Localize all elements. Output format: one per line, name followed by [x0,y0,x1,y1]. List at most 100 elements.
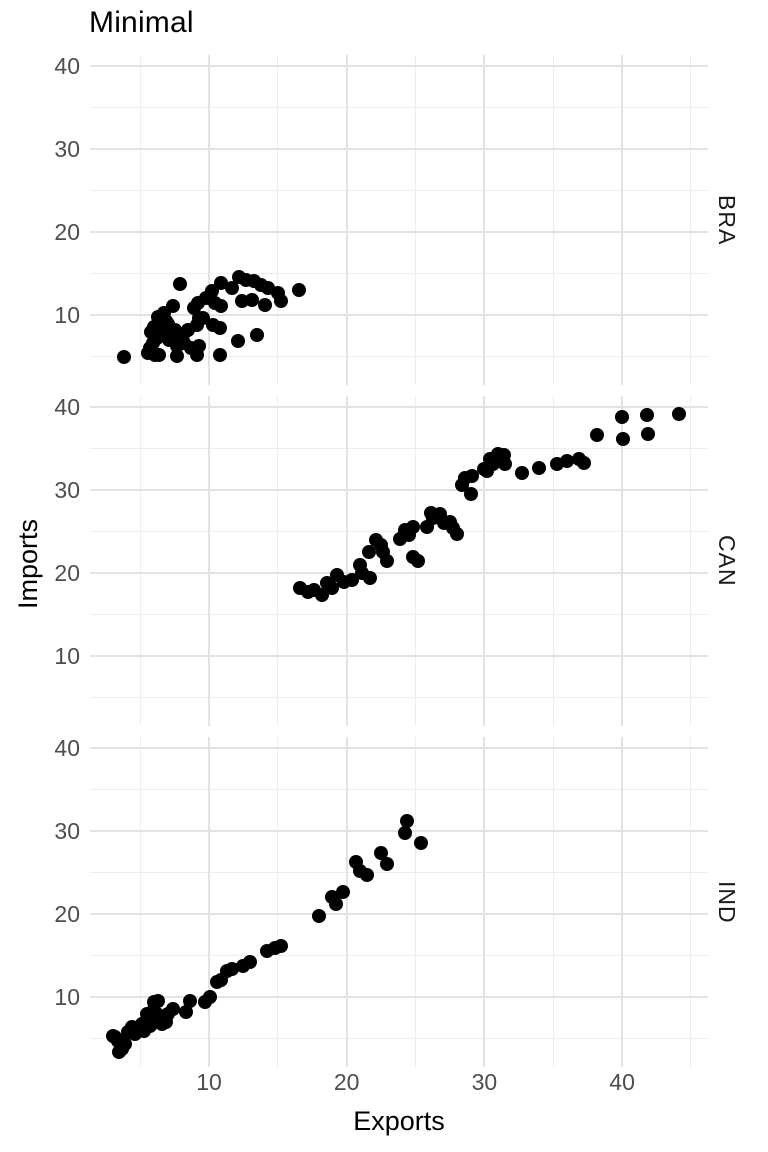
data-point [449,526,464,541]
data-point [213,321,228,336]
gridline-y-15 [90,955,708,956]
y-tick-label: 10 [54,643,80,669]
gridline-x-45 [690,737,692,1067]
data-point [144,325,159,340]
gridline-x-20 [345,737,348,1067]
data-point [590,428,605,443]
y-tick-label: 40 [54,735,80,761]
plot-title: Minimal [89,6,194,39]
data-point [615,409,630,424]
facet-panel-ind [90,737,708,1067]
data-point [576,456,591,471]
data-point [244,293,259,308]
gridline-y-40 [90,65,708,67]
gridline-x-10 [208,55,210,385]
gridline-y-25 [90,872,708,873]
gridline-x-30 [483,737,486,1067]
data-point [532,461,547,476]
data-point [639,408,654,423]
gridline-x-5 [139,55,141,385]
data-point [363,570,378,585]
data-point [182,994,197,1009]
gridline-y-10 [90,314,708,316]
gridline-x-35 [552,737,554,1067]
gridline-y-40 [90,747,708,749]
gridline-x-35 [552,396,554,726]
y-tick-label: 10 [54,984,80,1010]
gridline-y-30 [90,148,708,150]
gridline-x-25 [415,55,417,385]
data-point [641,426,656,441]
gridline-y-20 [90,913,708,915]
gridline-y-35 [90,448,708,449]
gridline-x-45 [690,396,692,726]
gridline-y-5 [90,697,708,698]
x-tick-label: 40 [609,1069,635,1095]
facet-strip-ind: IND [714,880,740,924]
data-point [250,327,265,342]
data-point [616,431,631,446]
data-point [379,857,394,872]
data-point [166,298,181,313]
y-tick-label: 10 [54,302,80,328]
data-point [291,283,306,298]
gridline-x-10 [208,737,210,1067]
facet-strip-can: CAN [714,535,740,587]
data-point [225,961,240,976]
data-point [671,406,686,421]
data-point [166,1001,181,1016]
data-point [160,317,175,332]
data-point [498,457,513,472]
gridline-x-40 [621,55,624,385]
data-point [170,348,185,363]
x-tick-label: 10 [196,1069,222,1095]
gridline-y-30 [90,489,708,491]
data-point [173,277,188,292]
facet-panel-bra [90,55,708,385]
gridline-y-10 [90,655,708,657]
y-tick-label: 40 [54,394,80,420]
data-point [374,845,389,860]
gridline-y-5 [90,1038,708,1039]
y-tick-label: 20 [54,560,80,586]
gridline-y-35 [90,789,708,790]
data-point [405,519,420,534]
data-point [335,884,350,899]
data-point [514,466,529,481]
y-tick-label: 30 [54,818,80,844]
y-tick-label: 40 [54,53,80,79]
gridline-x-40 [621,737,624,1067]
data-point [273,939,288,954]
gridline-y-35 [90,107,708,108]
y-tick-label: 20 [54,901,80,927]
gridline-y-40 [90,406,708,408]
data-point [360,867,375,882]
data-point [152,347,167,362]
data-point [213,347,228,362]
data-point [312,908,327,923]
data-point [192,311,207,326]
gridline-y-20 [90,231,708,233]
gridline-x-5 [139,396,141,726]
gridline-x-15 [277,737,279,1067]
data-point [203,990,218,1004]
data-point [258,298,273,313]
data-point [178,1004,193,1019]
x-tick-label: 20 [333,1069,360,1095]
data-point [162,332,177,347]
data-point [375,545,390,560]
gridline-x-20 [345,396,348,726]
gridline-x-35 [552,55,554,385]
y-tick-label: 30 [54,136,80,162]
data-point [414,835,429,850]
x-tick-label: 30 [471,1069,498,1095]
data-point [400,814,415,829]
data-point [151,994,166,1009]
data-point [116,350,131,365]
data-point [192,338,207,353]
data-point [324,580,339,595]
gridline-x-45 [690,55,692,385]
x-axis-title: Exports [353,1106,445,1136]
gridline-y-20 [90,572,708,574]
